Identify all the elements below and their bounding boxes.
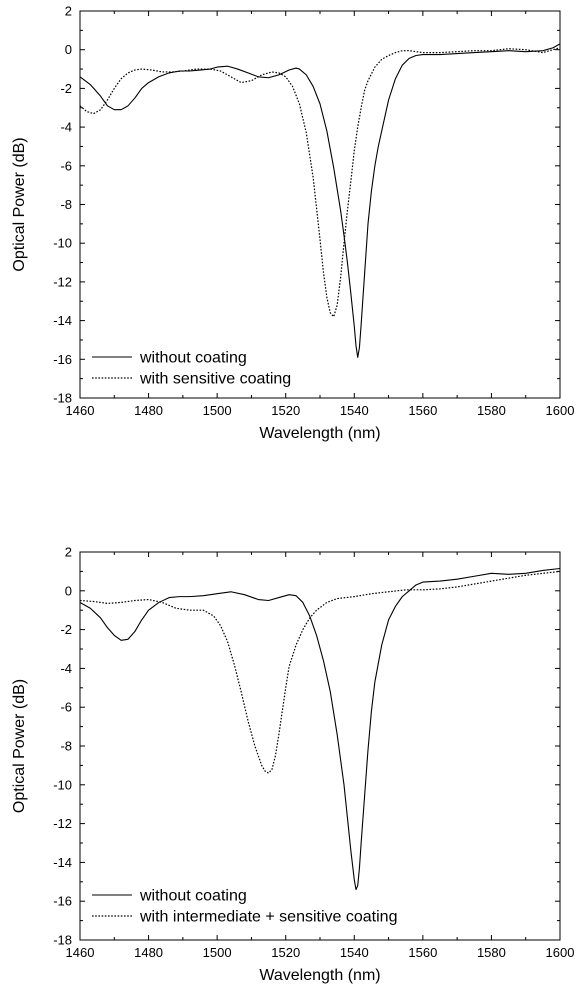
x-axis-title: Wavelength (nm) xyxy=(259,967,380,984)
y-tick-label: 2 xyxy=(65,545,72,560)
x-tick-label: 1460 xyxy=(66,945,95,960)
y-tick-label: -14 xyxy=(53,313,72,328)
x-tick-label: 1600 xyxy=(546,403,575,418)
series-line-1 xyxy=(80,567,560,891)
series-line-2 xyxy=(80,47,560,318)
series-line-1 xyxy=(80,43,560,358)
series-line-2 xyxy=(80,570,560,774)
y-tick-label: -2 xyxy=(60,622,72,637)
y-tick-label: -10 xyxy=(53,777,72,792)
y-tick-label: -16 xyxy=(53,894,72,909)
x-tick-label: 1520 xyxy=(271,403,300,418)
x-tick-label: 1580 xyxy=(477,945,506,960)
y-tick-label: 0 xyxy=(65,583,72,598)
plot-frame xyxy=(79,551,561,941)
x-tick-label: 1500 xyxy=(203,945,232,960)
y-tick-label: 0 xyxy=(65,42,72,57)
chart-panel-2: 1460 1480 1500 1520 1540 1560 1580 1600 2 0 -2 -4 -6… xyxy=(11,545,574,985)
y-tick-label: -10 xyxy=(53,236,72,251)
x-tick-label: 1480 xyxy=(134,403,163,418)
y-tick-label: -8 xyxy=(60,739,72,754)
y-tick-label: -16 xyxy=(53,352,72,367)
x-tick-label: 1520 xyxy=(271,945,300,960)
x-tick-label: 1580 xyxy=(477,403,506,418)
x-tick-label: 1540 xyxy=(340,403,369,418)
y-tick-label: -12 xyxy=(53,816,72,831)
y-tick-label: -12 xyxy=(53,274,72,289)
legend-label-1: without coating xyxy=(139,888,247,905)
y-tick-label: -6 xyxy=(60,700,72,715)
y-axis-title: Optical Power (dB) xyxy=(11,137,28,271)
x-axis-title: Wavelength (nm) xyxy=(259,425,380,442)
y-tick-label: -18 xyxy=(53,391,72,406)
y-tick-label: 2 xyxy=(65,4,72,19)
y-tick-label: -18 xyxy=(53,933,72,948)
y-tick-label: -8 xyxy=(60,197,72,212)
y-tick-label: -4 xyxy=(60,661,72,676)
chart-panel-1: 1460 1480 1500 1520 1540 1560 1580 1600 2 0 -2 -4 -6… xyxy=(11,4,574,443)
y-tick-label: -14 xyxy=(53,855,72,870)
x-tick-label: 1560 xyxy=(408,945,437,960)
x-tick-label: 1500 xyxy=(203,403,232,418)
y-axis-title: Optical Power (dB) xyxy=(11,679,28,813)
plot-frame xyxy=(79,10,561,399)
x-tick-label: 1460 xyxy=(66,403,95,418)
x-tick-label: 1560 xyxy=(408,403,437,418)
legend-label-2: with sensitive coating xyxy=(139,371,291,388)
y-tick-label: -6 xyxy=(60,158,72,173)
y-tick-label: -4 xyxy=(60,120,72,135)
legend-label-1: without coating xyxy=(139,350,247,367)
x-tick-label: 1600 xyxy=(546,945,575,960)
x-tick-label: 1480 xyxy=(134,945,163,960)
x-tick-label: 1540 xyxy=(340,945,369,960)
legend-label-2: with intermediate + sensitive coating xyxy=(139,909,397,926)
y-tick-label: -2 xyxy=(60,81,72,96)
